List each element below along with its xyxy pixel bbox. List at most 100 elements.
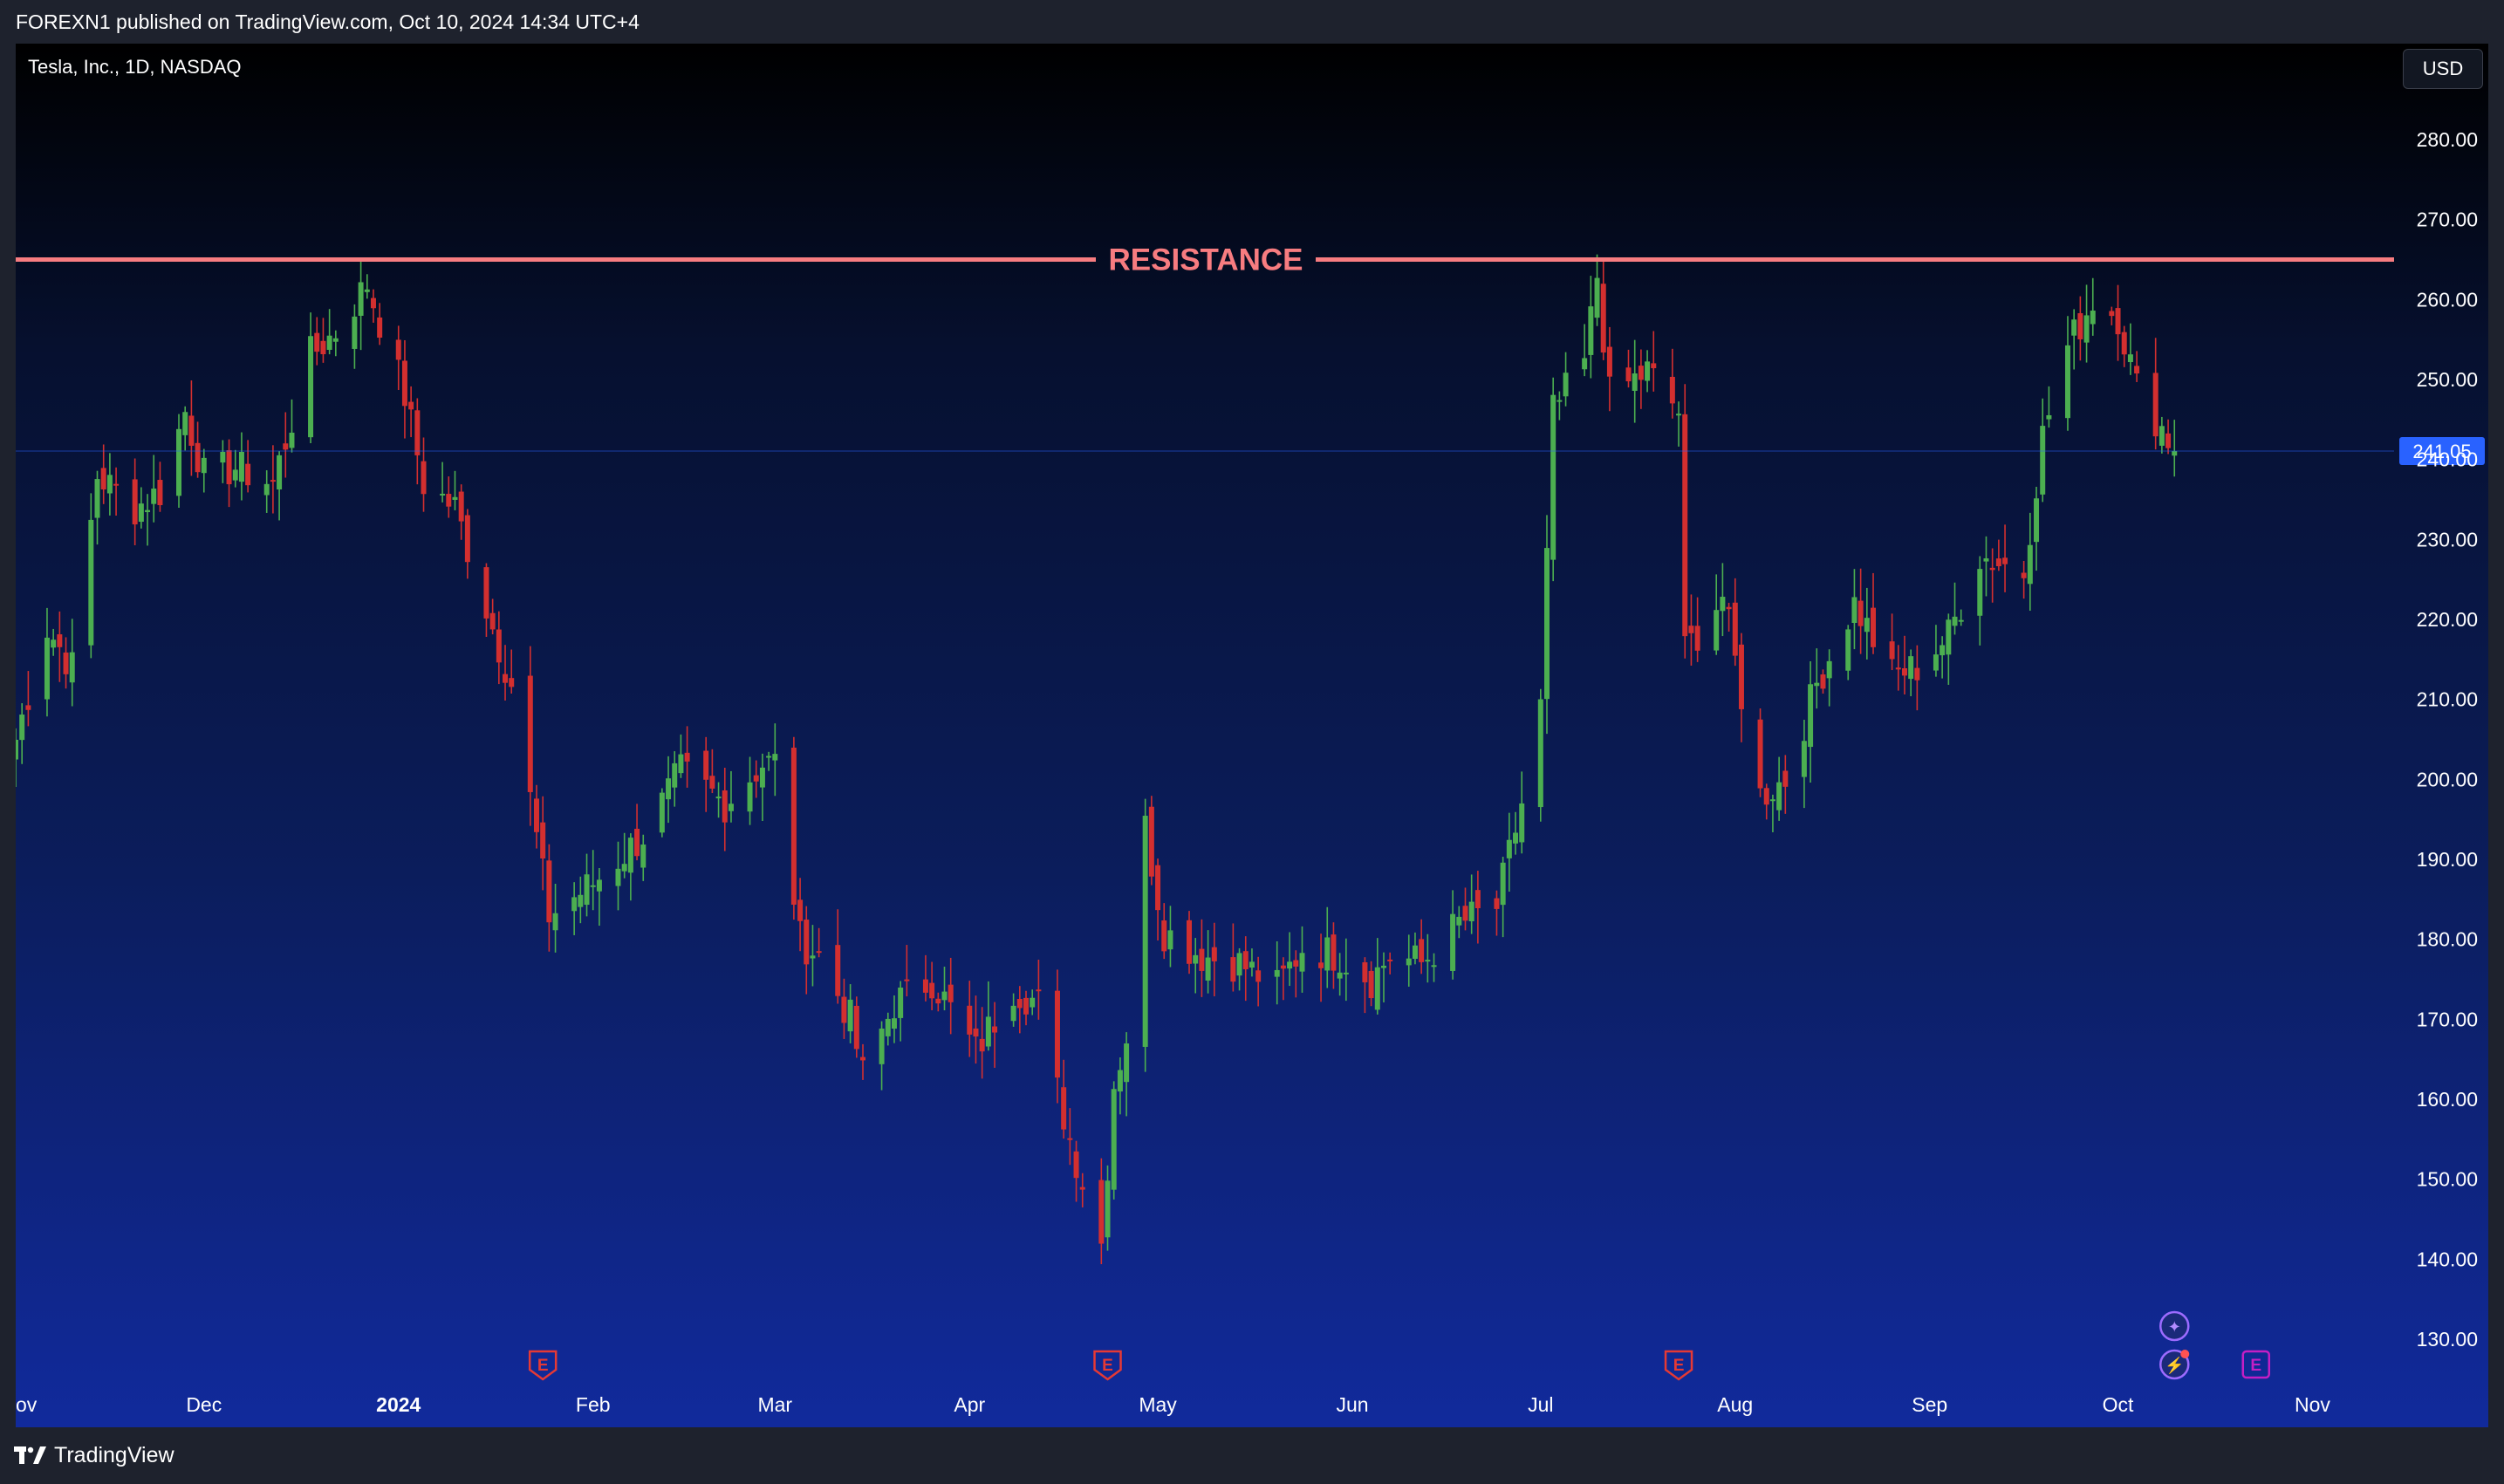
candle-body	[483, 567, 489, 619]
candle-body	[672, 763, 678, 788]
y-tick-label: 150.00	[2417, 1168, 2478, 1191]
candle-body	[627, 838, 633, 873]
candle-body	[2172, 451, 2178, 456]
candle-body	[1769, 799, 1775, 802]
candle-body	[2115, 308, 2121, 335]
candle-body	[1211, 947, 1217, 961]
event-icon-circle	[2159, 1349, 2190, 1380]
candle-body	[1255, 970, 1262, 982]
candle-body	[1462, 906, 1468, 921]
candle-body	[1236, 953, 1242, 976]
candle-body	[1600, 284, 1606, 353]
candle-body	[1061, 1087, 1067, 1130]
candle-body	[1977, 569, 1983, 616]
candle-body	[1105, 1180, 1111, 1238]
candle-body	[370, 297, 376, 309]
candle-body	[797, 899, 804, 921]
x-tick-label: ov	[16, 1393, 38, 1416]
event-spark-icon[interactable]: ✦	[2159, 1310, 2190, 1342]
candle-body	[1230, 957, 1236, 982]
earnings-icon[interactable]: E	[528, 1350, 558, 1381]
candle-body	[1845, 629, 1851, 671]
candle-body	[63, 652, 69, 674]
candle-body	[277, 455, 283, 490]
candle-body	[1851, 597, 1857, 624]
candle-body	[1801, 741, 1807, 777]
candle-body	[898, 987, 904, 1018]
candle-body	[320, 340, 326, 355]
x-tick-label: Aug	[1717, 1393, 1753, 1416]
candle-body	[1582, 358, 1588, 370]
candle-body	[684, 752, 690, 762]
y-tick-label: 250.00	[2417, 368, 2478, 391]
tradingview-logo[interactable]: TradingView	[14, 1443, 174, 1468]
candle-body	[2064, 345, 2070, 419]
candle-body	[332, 338, 339, 342]
candle-body	[1199, 948, 1205, 971]
candle-body	[195, 442, 201, 473]
earnings-icon-glyph: E	[2250, 1357, 2261, 1375]
chart-panel[interactable]: 241.05 RESISTANCE 130.00 140.00 150.00 160.0…	[16, 44, 2488, 1427]
candle-body	[847, 999, 853, 1032]
candle-body	[395, 339, 401, 360]
candle-body	[1117, 1070, 1123, 1092]
event-icon-glyph: ⚡	[2165, 1356, 2184, 1375]
candle-body	[1946, 619, 1952, 655]
y-tick-label: 190.00	[2417, 848, 2478, 871]
footer-bar: TradingView	[0, 1427, 2504, 1484]
candle-body	[1280, 965, 1286, 969]
publish-bar: FOREXN1 published on TradingView.com, Oc…	[0, 0, 2504, 44]
candle-body	[615, 868, 621, 886]
candle-body	[1676, 414, 1682, 416]
candle-body	[527, 675, 533, 792]
candle-body	[1995, 558, 2001, 567]
candle-body	[1776, 782, 1782, 810]
candle-body	[2034, 498, 2040, 543]
x-tick-label: Oct	[2103, 1393, 2134, 1416]
candle-body	[1669, 376, 1675, 404]
candle-body	[640, 845, 647, 868]
candle-body	[753, 775, 759, 782]
earnings-icon[interactable]: E	[2241, 1350, 2271, 1379]
y-tick-label: 260.00	[2417, 288, 2478, 311]
candle-body	[772, 754, 778, 761]
x-tick-label: Sep	[1912, 1393, 1947, 1416]
candle-body	[546, 860, 552, 923]
candle-body	[1763, 788, 1769, 805]
candle-body	[1688, 626, 1694, 633]
candle-body	[1287, 961, 1293, 969]
candle-body	[1468, 901, 1474, 921]
candle-body	[132, 479, 138, 525]
earnings-icon-glyph: E	[1673, 1357, 1685, 1375]
candle-body	[571, 897, 578, 912]
event-bolt-icon[interactable]: ⚡	[2159, 1349, 2190, 1380]
candle-body	[2159, 426, 2165, 446]
candle-body	[634, 828, 640, 857]
candle-body	[69, 652, 75, 683]
y-tick-label: 160.00	[2417, 1088, 2478, 1111]
candle-body	[364, 289, 370, 292]
currency-button[interactable]: USD	[2403, 49, 2483, 89]
candle-body	[1826, 660, 1832, 679]
candle-body	[1187, 920, 1193, 964]
symbol-legend[interactable]: Tesla, Inc., 1D, NASDAQ	[28, 56, 242, 78]
candle-body	[1632, 373, 1638, 392]
candle-body	[584, 874, 590, 906]
earnings-icon[interactable]: E	[1093, 1350, 1122, 1381]
candle-body	[2127, 354, 2133, 363]
candle-body	[440, 493, 446, 496]
candle-body	[314, 332, 320, 352]
candle-body	[283, 443, 289, 450]
candle-body	[1425, 960, 1431, 962]
candle-body	[1030, 997, 1036, 1008]
earnings-icon[interactable]: E	[1664, 1350, 1693, 1381]
candle-body	[703, 750, 709, 780]
candle-body	[226, 450, 232, 485]
candle-body	[289, 432, 295, 448]
candle-body	[948, 984, 954, 1002]
candle-body	[352, 316, 358, 349]
candlestick-chart[interactable]: 241.05 RESISTANCE 130.00 140.00 150.00 160.0…	[16, 44, 2488, 1427]
y-tick-label: 180.00	[2417, 928, 2478, 951]
candle-body	[1010, 1005, 1016, 1022]
candle-body	[1242, 951, 1249, 969]
